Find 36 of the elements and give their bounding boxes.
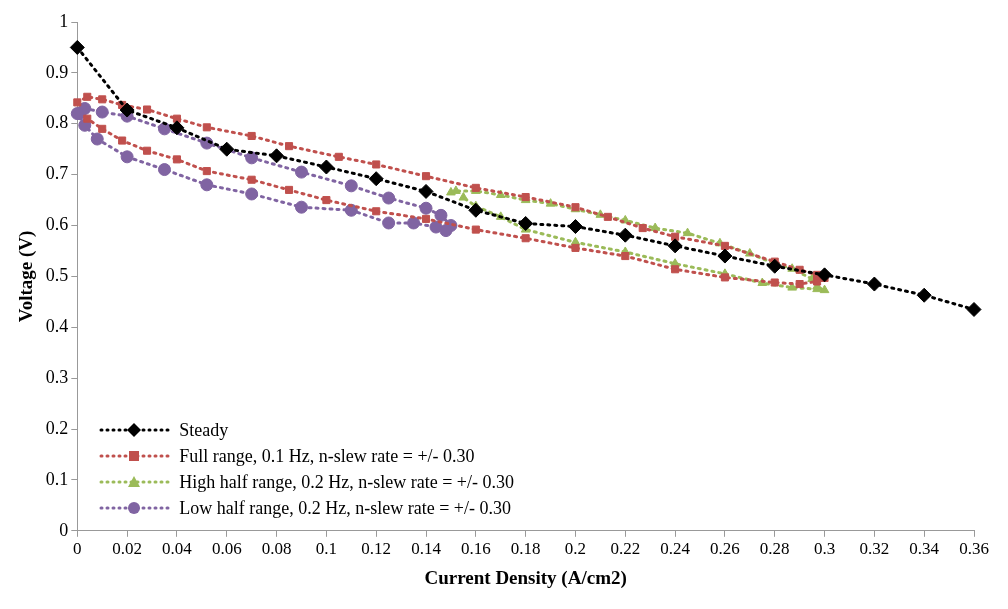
y-tick-label: 0.8 bbox=[45, 112, 69, 133]
y-tick-label: 0 bbox=[59, 519, 69, 540]
x-tick-label: 0.28 bbox=[759, 539, 790, 559]
x-tick-label: 0.3 bbox=[813, 539, 836, 559]
y-tick-label: 0.5 bbox=[45, 265, 69, 286]
y-tick-label: 0.3 bbox=[45, 366, 69, 387]
x-tick-label: 0.14 bbox=[411, 539, 442, 559]
legend-label: Steady bbox=[179, 418, 229, 442]
x-axis-title: Current Density (A/cm2) bbox=[424, 566, 627, 589]
y-tick-label: 0.7 bbox=[45, 163, 69, 184]
x-tick-label: 0.18 bbox=[510, 539, 541, 559]
x-tick-label: 0.26 bbox=[710, 539, 740, 559]
x-tick-label: 0.04 bbox=[162, 539, 193, 559]
x-tick-label: 0.32 bbox=[859, 539, 890, 559]
x-tick-label: 0 bbox=[73, 539, 82, 559]
y-axis-title: Voltage (V) bbox=[15, 230, 38, 323]
legend-label: High half range, 0.2 Hz, n-slew rate = +/- 0.30 bbox=[179, 470, 515, 494]
x-tick-label: 0.08 bbox=[261, 539, 292, 559]
x-tick-label: 0.16 bbox=[460, 539, 491, 559]
y-tick-label: 0.4 bbox=[45, 316, 69, 337]
x-tick-label: 0.36 bbox=[959, 539, 989, 559]
y-tick-label: 0.1 bbox=[45, 468, 69, 489]
x-tick-label: 0.1 bbox=[315, 539, 338, 559]
x-tick-label: 0.02 bbox=[112, 539, 142, 559]
x-tick-label: 0.34 bbox=[909, 539, 940, 559]
x-tick-label: 0.06 bbox=[211, 539, 242, 559]
x-tick-label: 0.2 bbox=[564, 539, 587, 559]
y-tick-label: 1 bbox=[59, 10, 69, 31]
legend-label: Low half range, 0.2 Hz, n-slew rate = +/- 0.30 bbox=[179, 496, 511, 520]
y-tick-label: 0.2 bbox=[45, 417, 69, 438]
legend-label: Full range, 0.1 Hz, n-slew rate = +/- 0.30 bbox=[179, 444, 475, 468]
x-tick-label: 0.24 bbox=[660, 539, 691, 559]
x-tick-label: 0.22 bbox=[610, 539, 641, 559]
x-tick-label: 0.12 bbox=[361, 539, 392, 559]
y-tick-label: 0.6 bbox=[45, 214, 69, 235]
y-tick-label: 0.9 bbox=[45, 61, 69, 82]
